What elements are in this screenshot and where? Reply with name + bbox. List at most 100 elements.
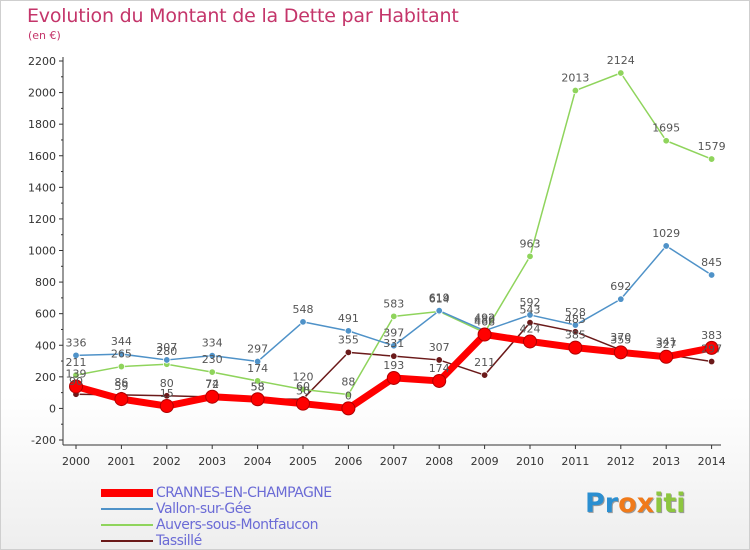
y-tick-label: 0 [49, 402, 56, 415]
data-point [707, 271, 716, 279]
data-point [344, 390, 353, 399]
data-label: 230 [202, 353, 223, 366]
y-tick-label: 200 [35, 371, 56, 384]
data-point [69, 379, 83, 394]
data-label: 480 [474, 314, 495, 327]
data-label: 1695 [652, 122, 680, 135]
data-label: 80 [160, 377, 174, 390]
data-point [704, 340, 719, 355]
data-point [617, 69, 625, 77]
data-point [480, 371, 489, 379]
data-label: 211 [474, 356, 495, 369]
y-tick-label: 800 [35, 276, 56, 289]
data-label: 331 [383, 337, 404, 350]
data-label: 548 [293, 303, 314, 316]
x-tick-label: 2007 [380, 455, 408, 468]
data-point [390, 352, 398, 360]
data-label: 280 [156, 345, 177, 358]
data-label: 614 [429, 292, 450, 305]
data-point [390, 342, 398, 350]
data-point [344, 327, 353, 335]
proxiti-logo: Proxiti [585, 488, 686, 519]
data-label: 211 [66, 356, 87, 369]
x-tick-label: 2012 [607, 455, 635, 468]
x-tick-label: 2014 [698, 455, 726, 468]
y-tick-label: 1400 [28, 181, 56, 194]
data-label: 307 [429, 341, 450, 354]
data-label: 1579 [698, 140, 726, 153]
y-tick-label: 2200 [28, 55, 56, 68]
x-tick-label: 2010 [516, 455, 544, 468]
data-label: 59 [114, 380, 128, 393]
data-point [662, 242, 670, 250]
data-point [208, 351, 216, 360]
data-point [526, 252, 534, 261]
data-point [662, 137, 670, 145]
data-point [432, 373, 447, 388]
data-label: 58 [251, 380, 265, 393]
data-point [208, 368, 216, 376]
data-point [571, 321, 580, 329]
x-tick-label: 2006 [334, 455, 362, 468]
data-label: 344 [111, 335, 132, 348]
data-point [114, 392, 129, 407]
data-point [526, 311, 534, 319]
data-point [299, 318, 307, 326]
data-label: 383 [701, 329, 722, 342]
chart-title: Evolution du Montant de la Dette par Hab… [27, 5, 459, 27]
chart-legend: CRANNES-EN-CHAMPAGNE Vallon-sur-Gée Auvers… [101, 485, 332, 549]
x-tick-label: 2005 [289, 455, 317, 468]
data-point [344, 348, 353, 357]
data-label: 193 [383, 359, 404, 372]
data-label: 468 [474, 316, 495, 329]
data-label: 139 [66, 367, 87, 380]
data-label: 307 [156, 341, 177, 354]
data-label: 297 [247, 343, 268, 356]
x-tick-label: 2009 [471, 455, 499, 468]
legend-item: Auvers-sous-Montfaucon [101, 517, 332, 533]
data-point [299, 385, 307, 394]
data-point [526, 318, 534, 327]
data-label: 2013 [561, 72, 589, 85]
x-tick-label: 2000 [62, 455, 90, 468]
y-tick-label: 600 [35, 308, 56, 321]
data-point [159, 399, 174, 414]
data-point [435, 306, 443, 315]
data-label: 336 [66, 336, 87, 349]
data-label: 58 [251, 380, 265, 393]
data-label: 397 [383, 327, 404, 340]
data-label: 355 [338, 333, 359, 346]
data-label: 327 [656, 338, 677, 351]
data-point [386, 370, 401, 385]
data-label: 528 [565, 306, 586, 319]
data-label: 485 [565, 313, 586, 326]
data-label: 341 [656, 336, 677, 349]
y-tick-label: 1600 [28, 150, 56, 163]
data-point [72, 351, 80, 360]
legend-item: CRANNES-EN-CHAMPAGNE [101, 485, 332, 501]
data-label: 334 [202, 337, 223, 350]
x-tick-label: 2001 [107, 455, 135, 468]
data-point [390, 312, 398, 321]
data-label: 174 [247, 362, 268, 375]
y-tick-label: 2000 [28, 87, 56, 100]
data-label: 72 [205, 378, 219, 391]
x-tick-label: 2011 [561, 455, 589, 468]
data-point [253, 377, 262, 385]
data-label: 120 [293, 370, 314, 383]
data-label: 174 [429, 362, 450, 375]
data-label: 385 [565, 329, 586, 342]
y-tick-label: 1800 [28, 118, 56, 131]
x-tick-label: 2003 [198, 455, 226, 468]
y-tick-label: 1000 [28, 245, 56, 258]
legend-item: Tassillé [101, 533, 332, 549]
data-label: 15 [160, 387, 174, 400]
data-label: 424 [520, 322, 541, 335]
data-label: 619 [429, 292, 450, 305]
data-point [341, 401, 356, 416]
data-label: 692 [610, 280, 631, 293]
data-label: 88 [341, 376, 355, 389]
data-label: 592 [520, 296, 541, 309]
data-point [117, 362, 126, 371]
